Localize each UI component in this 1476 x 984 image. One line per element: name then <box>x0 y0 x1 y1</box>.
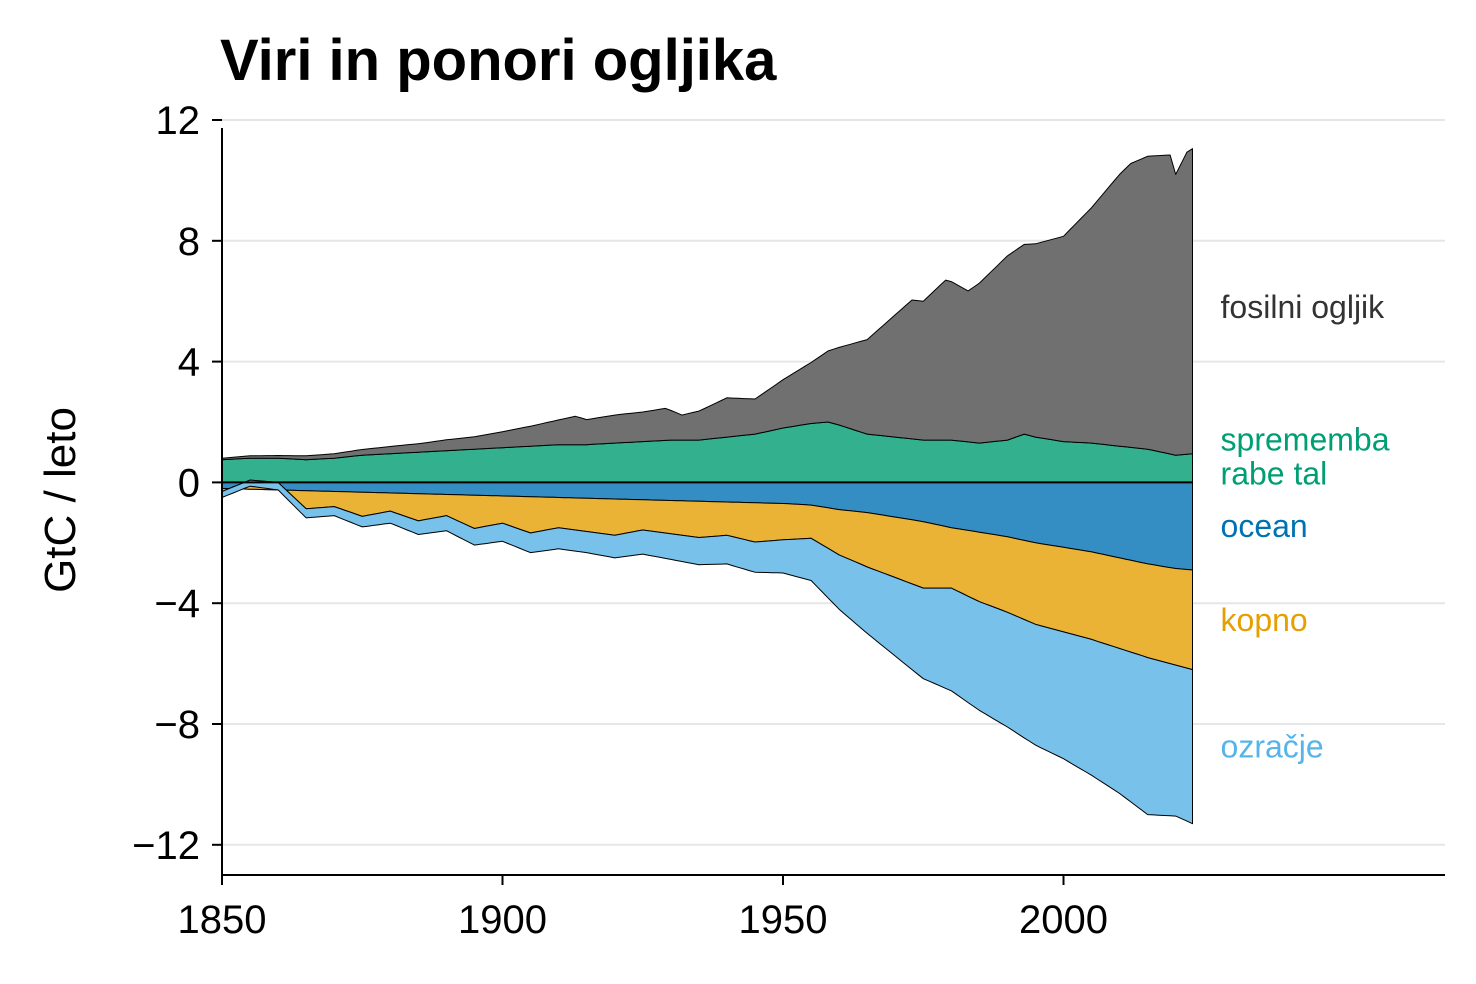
x-tick-label: 1950 <box>739 898 828 942</box>
series-label-line: sprememba <box>1221 422 1390 458</box>
series-label-line: kopno <box>1221 602 1308 638</box>
series-label-atmosphere: ozračje <box>1221 729 1324 765</box>
series-label-line: ozračje <box>1221 729 1324 765</box>
series-label-land: kopno <box>1221 602 1308 638</box>
y-tick-label: −4 <box>154 582 200 626</box>
series-label-land_use: sprememba rabe tal <box>1221 422 1390 492</box>
y-tick-label: 8 <box>178 220 200 264</box>
series-label-line: ocean <box>1221 508 1308 544</box>
x-tick-label: 1850 <box>178 898 267 942</box>
y-axis-label: GtC / leto <box>36 407 85 593</box>
y-tick-label: −12 <box>132 824 200 868</box>
series-label-line: fosilni ogljik <box>1221 289 1386 325</box>
series-label-line: rabe tal <box>1221 456 1328 492</box>
y-tick-label: 0 <box>178 461 200 505</box>
x-tick-label: 1900 <box>458 898 547 942</box>
y-tick-label: 12 <box>156 99 201 143</box>
series-label-fossil: fosilni ogljik <box>1221 289 1386 325</box>
series-label-ocean: ocean <box>1221 508 1308 544</box>
chart-title: Viri in ponori ogljika <box>220 28 777 93</box>
y-tick-label: 4 <box>178 341 200 385</box>
area-fossil <box>221 148 1193 461</box>
series-labels: fosilni ogljik sprememba rabe tal ocean kopn… <box>1221 289 1390 764</box>
x-tick-label: 2000 <box>1019 898 1108 942</box>
area-atmosphere <box>221 479 1193 825</box>
axes: 12 8 4 0 −4 −8 −12 1850 1900 1950 2000 <box>132 99 1445 942</box>
stacked-areas <box>221 148 1193 825</box>
y-tick-label: −8 <box>154 703 200 747</box>
